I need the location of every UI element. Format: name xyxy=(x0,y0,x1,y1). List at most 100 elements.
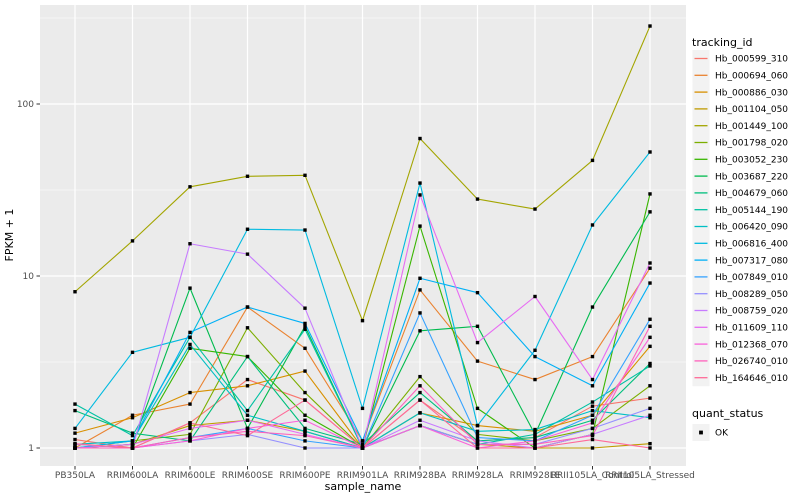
legend-entry-Hb_011609_110: Hb_011609_110 xyxy=(692,318,788,336)
data-point xyxy=(475,439,480,443)
data-point xyxy=(360,446,365,450)
legend-entry-label: Hb_000599_310 xyxy=(715,55,788,65)
data-point xyxy=(475,423,480,428)
legend-entry-Hb_005144_190: Hb_005144_190 xyxy=(692,201,788,219)
data-point xyxy=(73,408,77,413)
data-point xyxy=(648,441,652,446)
legend-entry-label: Hb_001798_020 xyxy=(715,139,788,149)
data-point xyxy=(303,398,307,402)
data-point xyxy=(533,432,537,437)
data-point xyxy=(590,433,595,438)
data-point xyxy=(533,207,537,211)
data-point xyxy=(360,442,365,447)
data-point xyxy=(648,416,652,420)
x-tick-label: RRIM600SE xyxy=(222,471,274,481)
x-tick-label: RRIM600PE xyxy=(279,471,331,481)
data-point xyxy=(590,404,595,408)
data-point xyxy=(648,150,652,154)
data-point xyxy=(533,294,537,299)
data-point xyxy=(648,344,652,349)
data-point xyxy=(188,423,192,428)
data-point xyxy=(590,384,595,388)
legend-entry-Hb_008289_050: Hb_008289_050 xyxy=(692,285,788,303)
data-point xyxy=(590,223,595,227)
data-point xyxy=(130,239,135,243)
x-axis-title: sample_name xyxy=(325,480,402,493)
data-point xyxy=(245,429,250,434)
data-point xyxy=(418,136,422,141)
data-point xyxy=(245,433,250,438)
data-point xyxy=(648,281,652,285)
legend-entry-Hb_004679_060: Hb_004679_060 xyxy=(692,184,788,202)
legend-entry-label: Hb_007849_010 xyxy=(715,273,788,283)
data-point xyxy=(303,324,307,328)
legend-entry-label: Hb_001449_100 xyxy=(715,122,788,132)
data-point xyxy=(188,435,192,440)
data-point xyxy=(418,384,422,388)
data-point xyxy=(303,346,307,350)
x-tick-label: RRIM928LA xyxy=(452,471,504,481)
legend-entry-Hb_001104_050: Hb_001104_050 xyxy=(692,100,788,118)
legend-entry-label: Hb_008289_050 xyxy=(715,290,788,300)
data-point xyxy=(303,228,307,232)
data-point xyxy=(590,400,595,404)
y-tick-label: 10 xyxy=(23,272,35,282)
data-point xyxy=(648,317,652,322)
data-point xyxy=(590,418,595,422)
legend-entry-label: Hb_001104_050 xyxy=(715,105,788,115)
data-point xyxy=(533,435,537,440)
data-point xyxy=(360,406,365,411)
data-point xyxy=(418,423,422,428)
data-point xyxy=(475,324,480,328)
data-point xyxy=(303,369,307,373)
legend-title-quant-status: quant_status xyxy=(692,407,764,420)
legend-entry-label: Hb_000886_030 xyxy=(715,88,788,98)
legend-entry-label: Hb_008759_020 xyxy=(715,307,788,317)
data-point xyxy=(533,348,537,352)
data-point xyxy=(188,335,192,340)
data-point xyxy=(648,364,652,368)
data-point xyxy=(648,24,652,28)
data-point xyxy=(303,446,307,450)
data-point xyxy=(360,318,365,323)
data-point xyxy=(73,290,77,294)
data-point xyxy=(418,390,422,395)
data-point xyxy=(418,181,422,185)
y-tick-label: 100 xyxy=(17,100,34,110)
data-point xyxy=(418,418,422,422)
data-point xyxy=(475,406,480,411)
data-point xyxy=(188,390,192,395)
data-point xyxy=(648,335,652,340)
legend-entry-label: Hb_011609_110 xyxy=(715,324,788,334)
data-point xyxy=(188,426,192,431)
legend-entry-label: OK xyxy=(715,429,729,439)
legend-entry-Hb_164646_010: Hb_164646_010 xyxy=(692,369,788,387)
y-axis-title: FPKM + 1 xyxy=(3,209,16,262)
data-point xyxy=(303,390,307,395)
data-point xyxy=(303,418,307,422)
data-point xyxy=(303,439,307,443)
legend-entry-quant-OK: OK xyxy=(692,424,729,441)
legend-entry-label: Hb_003687_220 xyxy=(715,172,788,182)
data-point xyxy=(245,377,250,382)
data-point xyxy=(590,158,595,163)
data-point xyxy=(648,210,652,214)
data-point xyxy=(418,398,422,402)
data-point xyxy=(130,413,135,417)
data-point xyxy=(418,224,422,228)
legend-entry-label: Hb_012368_070 xyxy=(715,340,788,350)
data-point xyxy=(475,429,480,434)
x-tick-label: RRII105LA_Stressed xyxy=(605,471,695,481)
legend-entry-label: Hb_006816_400 xyxy=(715,240,788,250)
legend-entry-Hb_026740_010: Hb_026740_010 xyxy=(692,352,788,370)
data-point xyxy=(533,427,537,432)
legend-entry-label: Hb_003052_230 xyxy=(715,156,788,166)
data-point xyxy=(418,276,422,280)
data-point xyxy=(590,446,595,450)
data-point xyxy=(533,446,537,450)
legend-entry-Hb_003052_230: Hb_003052_230 xyxy=(692,150,788,168)
data-point xyxy=(533,354,537,359)
data-point xyxy=(188,286,192,290)
data-point xyxy=(245,408,250,413)
